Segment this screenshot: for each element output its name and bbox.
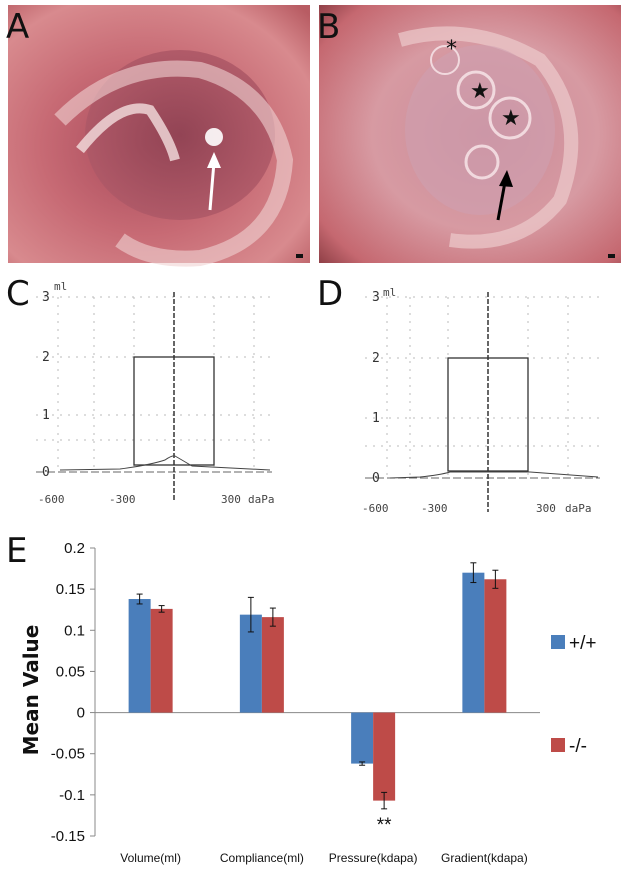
tymp-c-tick: 2 <box>42 350 50 365</box>
y-tick-label: -0.15 <box>51 828 85 845</box>
tymp-d-tick: 2 <box>372 351 380 366</box>
error-bar <box>381 791 388 810</box>
tymp-c-tick: 3 <box>42 290 50 305</box>
tympanogram-c: 3 ml 2 1 0 -600 -300 300 daPa <box>36 280 275 506</box>
bar <box>351 712 374 764</box>
bar <box>484 579 507 713</box>
tymp-d-tick: 0 <box>372 471 380 486</box>
tymp-d-tick: 3 <box>372 290 380 305</box>
y-tick-label: 0.1 <box>64 622 85 639</box>
bar <box>462 572 485 713</box>
y-tick-label: 0.2 <box>64 540 85 557</box>
tymp-d-xtick: -600 <box>362 502 389 515</box>
y-axis-label: Mean Value <box>19 625 43 756</box>
photo-b: * ★ ★ <box>319 5 621 263</box>
error-bar <box>247 596 254 633</box>
x-tick-label: Pressure(kdapa) <box>329 851 418 865</box>
tymp-d-unit: ml <box>383 286 396 299</box>
x-tick-label: Gradient(kdapa) <box>441 851 528 865</box>
legend-label-knockout: -/- <box>569 736 587 757</box>
legend-swatch-wildtype <box>551 635 565 649</box>
panel-label-d: D <box>317 274 343 314</box>
y-tick-label: 0.15 <box>56 581 85 598</box>
bar <box>150 608 173 713</box>
star-mark: ★ <box>470 79 490 104</box>
error-bar <box>492 569 499 589</box>
photo-a <box>8 5 310 267</box>
x-tick-label: Compliance(ml) <box>220 851 304 865</box>
error-bar <box>470 562 477 584</box>
panel-label-a: A <box>6 7 29 47</box>
tymp-c-xtick: 300 <box>221 493 241 506</box>
panel-label-b: B <box>317 7 340 47</box>
star-mark: ★ <box>501 106 521 131</box>
bar-chart: 0.2 0.15 0.1 0.05 0 -0.05 -0.1 -0.15 ** Volume(… <box>19 540 540 865</box>
tymp-c-tick: 1 <box>42 408 50 423</box>
y-tick-label: -0.05 <box>51 746 85 763</box>
legend: +/+ -/- <box>551 633 596 757</box>
bar <box>239 614 262 713</box>
legend-label-wildtype: +/+ <box>569 633 596 654</box>
error-bar <box>136 593 143 605</box>
asterisk-mark: * <box>446 37 457 62</box>
tymp-d-xunit: daPa <box>565 502 592 515</box>
error-bar <box>359 761 366 766</box>
y-tick-label: -0.1 <box>59 787 85 804</box>
tympanogram-d: 3 ml 2 1 0 -600 -300 300 daPa <box>362 286 600 515</box>
tymp-c-xtick: -300 <box>109 493 136 506</box>
y-tick-label: 0 <box>77 705 85 722</box>
tymp-d-xtick: -300 <box>421 502 448 515</box>
significance-annotation: ** <box>377 815 392 836</box>
legend-swatch-knockout <box>551 738 565 752</box>
panel-label-c: C <box>6 274 30 314</box>
tymp-c-unit: ml <box>54 280 67 293</box>
tymp-d-xtick: 300 <box>536 502 556 515</box>
bar <box>128 599 151 713</box>
error-bar <box>269 607 276 627</box>
error-bar <box>158 605 165 613</box>
bar <box>373 712 396 801</box>
tymp-c-tick: 0 <box>42 465 50 480</box>
y-tick-label: 0.05 <box>56 663 85 680</box>
x-tick-label: Volume(ml) <box>120 851 181 865</box>
tymp-c-xtick: -600 <box>38 493 65 506</box>
tymp-c-xunit: daPa <box>248 493 275 506</box>
panel-label-e: E <box>6 531 27 571</box>
tymp-d-tick: 1 <box>372 411 380 426</box>
bar <box>261 617 284 713</box>
